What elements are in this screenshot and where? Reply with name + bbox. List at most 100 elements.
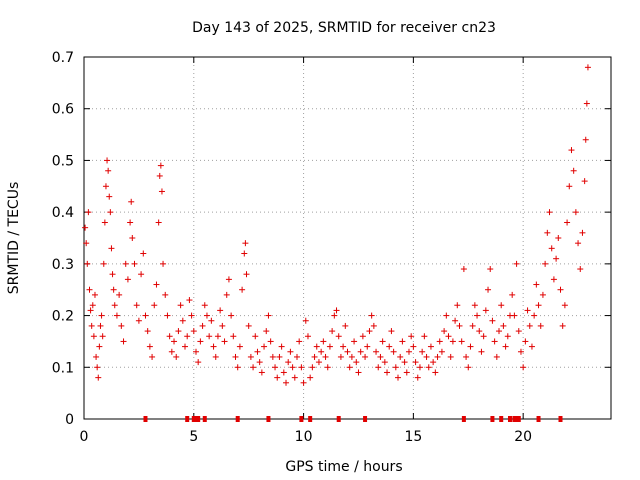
data-point	[86, 286, 93, 293]
data-point	[368, 312, 375, 319]
data-point	[168, 348, 175, 355]
data-point	[357, 348, 364, 355]
data-point	[302, 317, 309, 324]
data-point	[109, 271, 116, 278]
data-point	[570, 167, 577, 174]
data-point	[309, 364, 316, 371]
baseline-marker	[202, 416, 207, 422]
data-point	[582, 136, 589, 143]
data-point	[584, 64, 591, 71]
baseline-marker	[490, 416, 495, 422]
data-point	[491, 338, 498, 345]
data-point	[85, 209, 92, 216]
chart-title: Day 143 of 2025, SRMTID for receiver cn2…	[192, 20, 496, 36]
data-point	[362, 353, 369, 360]
data-point	[561, 302, 568, 309]
data-point	[564, 219, 571, 226]
data-point	[535, 302, 542, 309]
data-point	[116, 291, 123, 298]
data-point	[160, 260, 167, 267]
data-point	[247, 353, 254, 360]
data-point	[120, 338, 127, 345]
data-point	[575, 240, 582, 247]
data-point	[214, 333, 221, 340]
data-point	[307, 374, 314, 381]
data-point	[113, 312, 120, 319]
data-point	[335, 333, 342, 340]
data-point	[102, 183, 109, 190]
data-point	[285, 359, 292, 366]
data-point	[274, 374, 281, 381]
data-point	[175, 328, 182, 335]
data-point	[489, 317, 496, 324]
data-point	[355, 369, 362, 376]
data-point	[128, 198, 135, 205]
data-point	[230, 333, 237, 340]
data-point	[177, 302, 184, 309]
data-point	[157, 162, 164, 169]
data-point	[353, 359, 360, 366]
data-point	[449, 338, 456, 345]
data-point	[318, 348, 325, 355]
data-point	[436, 338, 443, 345]
data-point	[250, 364, 257, 371]
data-point	[447, 353, 454, 360]
data-points	[82, 64, 591, 422]
data-point	[465, 364, 472, 371]
data-point	[254, 348, 261, 355]
data-point	[184, 333, 191, 340]
data-point	[333, 307, 340, 314]
data-point	[412, 359, 419, 366]
data-point	[89, 302, 96, 309]
data-point	[320, 338, 327, 345]
data-point	[223, 291, 230, 298]
data-point	[118, 322, 125, 329]
data-point	[106, 193, 113, 200]
data-point	[557, 286, 564, 293]
baseline-marker	[266, 416, 271, 422]
data-point	[493, 353, 500, 360]
data-point	[342, 322, 349, 329]
data-point	[146, 343, 153, 350]
data-point	[542, 260, 549, 267]
data-point	[195, 359, 202, 366]
baseline-marker	[507, 416, 512, 422]
data-point	[403, 369, 410, 376]
data-point	[162, 291, 169, 298]
data-point	[326, 343, 333, 350]
data-point	[405, 348, 412, 355]
x-tick-label: 0	[80, 429, 89, 445]
y-tick-label: 0.4	[52, 205, 74, 221]
data-point	[111, 302, 118, 309]
data-point	[144, 328, 151, 335]
data-point	[454, 302, 461, 309]
baseline-marker	[308, 416, 313, 422]
data-point	[474, 312, 481, 319]
data-point	[289, 364, 296, 371]
data-point	[408, 333, 415, 340]
data-point	[377, 353, 384, 360]
data-point	[463, 353, 470, 360]
baseline-marker	[512, 416, 517, 422]
baseline-marker	[299, 416, 304, 422]
data-point	[381, 359, 388, 366]
data-point	[441, 328, 448, 335]
data-point	[348, 353, 355, 360]
data-point	[105, 167, 112, 174]
data-point	[272, 364, 279, 371]
baseline-marker	[235, 416, 240, 422]
data-point	[579, 229, 586, 236]
data-point	[153, 281, 160, 288]
data-point	[166, 333, 173, 340]
data-point	[537, 322, 544, 329]
data-point	[434, 353, 441, 360]
data-point	[351, 338, 358, 345]
data-point	[84, 260, 91, 267]
data-point	[401, 359, 408, 366]
data-point	[456, 322, 463, 329]
data-point	[329, 328, 336, 335]
data-point	[278, 343, 285, 350]
data-point	[135, 317, 142, 324]
x-tick-label: 10	[295, 429, 313, 445]
data-point	[511, 312, 518, 319]
